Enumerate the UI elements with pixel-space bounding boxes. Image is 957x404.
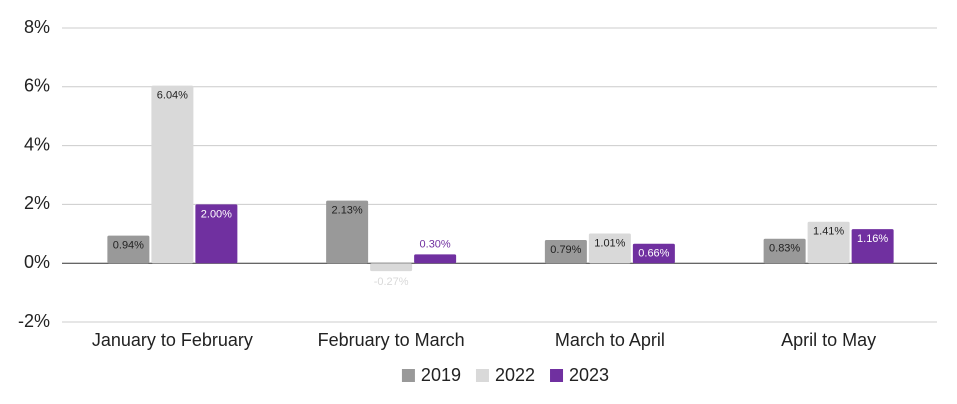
legend: 2019 2022 2023 [401, 365, 609, 385]
bar [632, 243, 675, 264]
value-label: 2.00% [201, 208, 232, 220]
value-label: 2.13% [332, 204, 363, 216]
legend-label: 2023 [569, 365, 609, 385]
x-tick-label: February to March [318, 330, 465, 350]
bar [763, 238, 806, 264]
bar [807, 221, 850, 264]
legend-label: 2019 [421, 365, 461, 385]
bar [151, 85, 194, 264]
legend-swatch [401, 369, 415, 382]
value-label: 0.30% [420, 238, 451, 250]
value-label: 1.01% [594, 237, 625, 249]
y-tick-label: 4% [24, 134, 50, 154]
y-tick-label: 6% [24, 76, 50, 96]
legend-label: 2022 [495, 365, 535, 385]
bar [588, 233, 631, 264]
y-tick-label: 8% [24, 17, 50, 37]
y-tick-label: 2% [24, 193, 50, 213]
bar [851, 229, 894, 264]
value-label: 0.83% [769, 243, 800, 255]
bar [326, 200, 369, 264]
bar [414, 254, 457, 264]
bar [195, 204, 238, 264]
bar [370, 263, 413, 272]
x-tick-label: March to April [555, 330, 665, 350]
y-tick-label: 0% [24, 252, 50, 272]
value-label: 0.79% [550, 244, 581, 256]
value-label: 1.41% [813, 226, 844, 238]
value-label: -0.27% [374, 276, 409, 288]
legend-swatch [550, 369, 564, 382]
legend-swatch [475, 369, 489, 382]
y-tick-label: -2% [18, 311, 50, 331]
value-label: 1.16% [857, 233, 888, 245]
value-label: 6.04% [157, 90, 188, 102]
bar [544, 239, 587, 264]
x-tick-label: January to February [92, 330, 253, 350]
bar [107, 235, 150, 264]
value-label: 0.66% [638, 248, 669, 260]
x-tick-label: April to May [781, 330, 876, 350]
value-label: 0.94% [113, 239, 144, 251]
